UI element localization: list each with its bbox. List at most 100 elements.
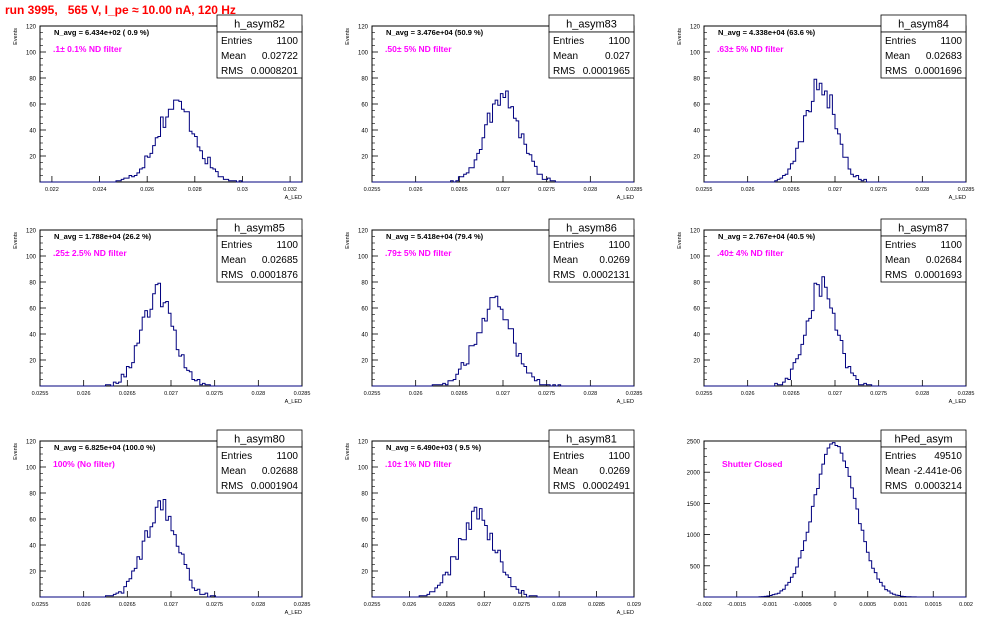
y-axis-label: Events — [13, 232, 19, 249]
x-tick-label: 0.028 — [251, 602, 265, 608]
stats-mean-label: Mean — [553, 466, 578, 477]
stats-rms-label: RMS — [553, 66, 576, 77]
y-tick-label: 80 — [361, 77, 368, 83]
x-tick-label: 0.026 — [77, 602, 91, 608]
x-axis-label: A_LED — [617, 610, 634, 616]
y-tick-label: 100 — [358, 255, 369, 261]
x-axis-label: A_LED — [949, 195, 966, 201]
stats-box — [216, 235, 303, 283]
y-tick-label: 100 — [690, 51, 701, 57]
x-tick-label: 0.001 — [894, 602, 908, 608]
y-tick-label: 40 — [29, 333, 36, 339]
histogram-line — [372, 295, 634, 387]
stats-entries-value: 1100 — [608, 451, 630, 462]
x-tick-label: 0.024 — [93, 187, 107, 193]
y-tick-label: 60 — [361, 518, 368, 524]
y-tick-label: 40 — [361, 333, 368, 339]
y-tick-label: 80 — [693, 281, 700, 287]
stats-entries-label: Entries — [221, 451, 252, 462]
histogram-title: h_asym80 — [234, 434, 285, 446]
x-tick-label: 0.002 — [959, 602, 973, 608]
y-tick-label: 120 — [358, 25, 369, 31]
histogram-panel: 20 40 60 80 100 120 0.0255 0.026 0.0265 0.027 0.02… — [345, 218, 643, 405]
histogram-title: h_asym84 — [898, 19, 949, 31]
x-tick-label: 0.0255 — [32, 391, 49, 397]
stats-rms-label: RMS — [885, 66, 908, 77]
y-tick-label: 20 — [29, 359, 36, 365]
stats-rms-value: 0.0003214 — [915, 481, 963, 492]
x-tick-label: 0.0265 — [451, 187, 468, 193]
histogram-line — [372, 506, 634, 598]
stats-entries-value: 1100 — [276, 451, 298, 462]
x-tick-label: 0.0265 — [783, 391, 800, 397]
y-tick-label: 120 — [26, 440, 37, 446]
n-avg-label: N_avg = 6.825e+04 (100.0 %) — [54, 443, 156, 452]
filter-annotation: .10± 1% ND filter — [385, 459, 452, 469]
n-avg-label: N_avg = 4.338e+04 (63.6 %) — [718, 28, 816, 37]
x-tick-label: 0.022 — [45, 187, 59, 193]
x-tick-label: 0.028 — [188, 187, 202, 193]
x-tick-label: 0.0285 — [294, 602, 311, 608]
n-avg-label: N_avg = 2.767e+04 (40.5 %) — [718, 232, 816, 241]
x-axis-label: A_LED — [285, 195, 302, 201]
y-tick-label: 40 — [29, 129, 36, 135]
stats-box — [548, 235, 635, 283]
histogram-title: h_asym81 — [566, 434, 617, 446]
stats-rms-value: 0.0001693 — [915, 270, 963, 281]
stats-box — [880, 235, 967, 283]
histogram-panel: 20 40 60 80 100 120 0.0255 0.026 0.0265 0.027 0.02… — [345, 14, 642, 201]
x-tick-label: 0.0285 — [626, 391, 643, 397]
histogram-line — [704, 442, 966, 598]
histogram-panel: 20 40 60 80 100 120 0.022 0.024 0.026 0.028 0.03 0.… — [13, 14, 303, 201]
x-tick-label: 0.0285 — [958, 187, 975, 193]
stats-mean-value: 0.027 — [605, 51, 630, 62]
stats-entries-value: 1100 — [940, 36, 962, 47]
y-tick-label: 40 — [693, 129, 700, 135]
stats-entries-label: Entries — [885, 240, 916, 251]
y-tick-label: 20 — [693, 359, 700, 365]
stats-rms-label: RMS — [553, 481, 576, 492]
y-tick-label: 60 — [361, 307, 368, 313]
filter-annotation: Shutter Closed — [722, 459, 782, 469]
stats-rms-label: RMS — [221, 481, 244, 492]
y-tick-label: 80 — [29, 77, 36, 83]
y-tick-label: 60 — [29, 518, 36, 524]
y-tick-label: 120 — [26, 229, 37, 235]
x-tick-label: 0.0275 — [206, 602, 223, 608]
stats-rms-label: RMS — [885, 270, 908, 281]
stats-rms-value: 0.0001696 — [915, 66, 963, 77]
y-tick-label: 120 — [26, 25, 37, 31]
y-tick-label: 1500 — [687, 502, 701, 508]
stats-box — [548, 446, 635, 494]
x-tick-label: 0.0275 — [870, 391, 887, 397]
stats-box — [216, 446, 303, 494]
page-title: run 3995, 565 V, I_pe ≈ 10.00 nA, 120 Hz — [5, 3, 236, 17]
stats-mean-label: Mean — [221, 255, 246, 266]
x-tick-label: 0.028 — [251, 391, 265, 397]
y-axis-label: Events — [345, 232, 351, 249]
x-tick-label: 0.028 — [552, 602, 566, 608]
x-tick-label: 0.028 — [915, 391, 929, 397]
x-tick-label: 0.0255 — [364, 391, 381, 397]
x-tick-label: 0.026 — [77, 391, 91, 397]
y-tick-label: 80 — [693, 77, 700, 83]
x-tick-label: 0.0005 — [859, 602, 876, 608]
x-tick-label: 0.0255 — [696, 391, 713, 397]
stats-mean-value: -2.441e-06 — [914, 466, 963, 477]
y-tick-label: 100 — [358, 466, 369, 472]
histogram-title: h_asym87 — [898, 223, 949, 235]
histogram-title: h_asym85 — [234, 223, 285, 235]
histogram-title: h_asym82 — [234, 19, 285, 31]
histogram-panel: 500 1000 1500 2000 2500 -0.002 -0.0015 -0.001 -0… — [687, 429, 973, 608]
x-tick-label: -0.001 — [762, 602, 778, 608]
n-avg-label: N_avg = 1.788e+04 (26.2 %) — [54, 232, 152, 241]
y-tick-label: 40 — [361, 544, 368, 550]
x-tick-label: 0.026 — [403, 602, 417, 608]
y-tick-label: 100 — [26, 466, 37, 472]
filter-annotation: .1± 0.1% ND filter — [53, 44, 123, 54]
stats-mean-value: 0.02688 — [262, 466, 299, 477]
y-axis-label: Events — [677, 232, 683, 249]
x-tick-label: 0.027 — [477, 602, 491, 608]
histogram-line — [40, 99, 302, 183]
